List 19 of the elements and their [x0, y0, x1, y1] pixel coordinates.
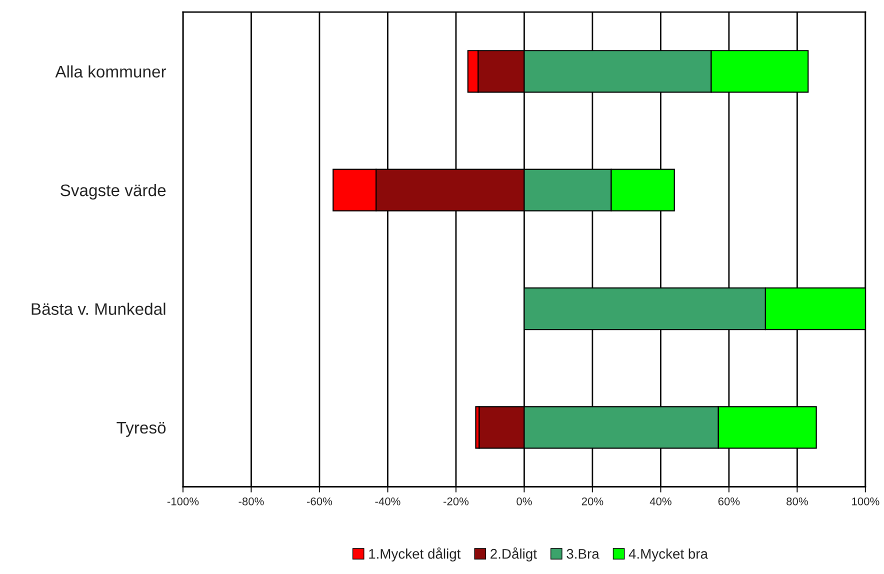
- x-tick-label: 40%: [650, 497, 672, 506]
- x-tick-label: 80%: [786, 497, 808, 506]
- legend-label: 2.Dåligt: [490, 547, 537, 562]
- x-tick-label: -40%: [375, 497, 400, 506]
- x-tick-label: -20%: [443, 497, 469, 506]
- y-tick-label: Alla kommuner: [55, 65, 166, 78]
- x-tick-label: 20%: [582, 497, 604, 506]
- x-tick-label: 0%: [516, 497, 532, 506]
- y-tick-label: Svagste värde: [60, 184, 166, 200]
- x-tick-label: -80%: [238, 497, 264, 506]
- x-tick-label: -60%: [307, 497, 332, 506]
- legend-label: 4.Mycket bra: [628, 548, 708, 562]
- x-tick-label: 100%: [852, 497, 880, 506]
- x-tick-label: 60%: [718, 497, 740, 506]
- y-tick-label: Bästa v. Munkedal: [32, 302, 166, 315]
- legend-label: 3.Bra: [566, 548, 600, 559]
- legend-label: 1.Mycket dåligt: [369, 547, 461, 562]
- x-tick-label: -100%: [167, 497, 199, 506]
- y-tick-label: Tyresö: [116, 422, 166, 437]
